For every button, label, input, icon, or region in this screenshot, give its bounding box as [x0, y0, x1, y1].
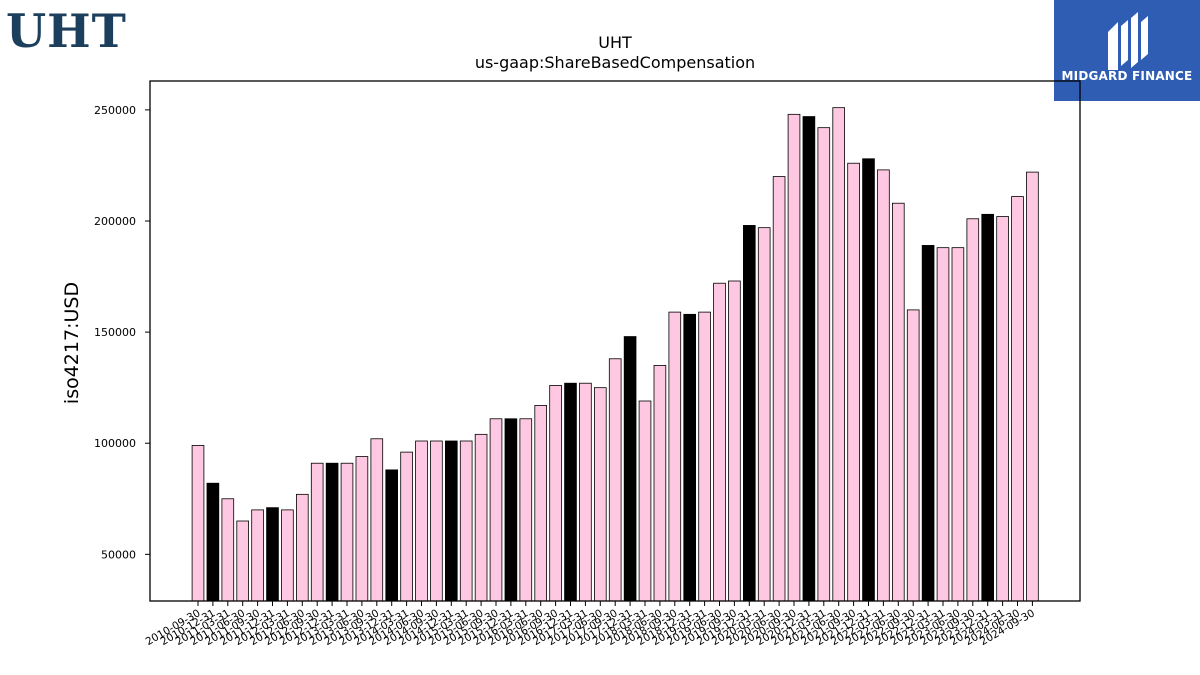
bar [608, 358, 622, 602]
bar [430, 440, 443, 602]
y-tick-label: 150000 [94, 326, 136, 339]
midgard-logo-icon [1108, 12, 1148, 70]
bar [549, 385, 562, 602]
bar [921, 245, 935, 602]
bar [638, 400, 652, 602]
bar [221, 498, 235, 602]
x-axis-ticks: 2010-09-302010-12-312011-03-312011-06-30… [144, 601, 1037, 648]
bar [459, 440, 473, 602]
bar [474, 433, 488, 602]
bar [400, 451, 413, 602]
y-tick-label: 200000 [94, 215, 136, 228]
bar [653, 365, 667, 602]
bar [728, 280, 741, 602]
bar [489, 418, 503, 602]
bar [266, 507, 279, 602]
bar [683, 313, 696, 602]
y-tick-label: 100000 [94, 437, 136, 450]
bar [370, 438, 384, 602]
bar [1011, 196, 1024, 602]
bar [802, 116, 816, 602]
bar [206, 482, 220, 602]
y-tick-label: 50000 [101, 548, 136, 561]
bar [906, 309, 920, 602]
bar [534, 405, 547, 602]
bar [772, 176, 786, 602]
y-axis-ticks: 50000 100000 150000 200000 250000 [94, 104, 150, 561]
midgard-logo-text: MIDGARD FINANCE [1061, 69, 1193, 83]
bar [281, 509, 294, 602]
bar [877, 169, 890, 602]
bar [757, 227, 771, 602]
bar [564, 382, 577, 602]
bar [295, 493, 309, 602]
bar [698, 311, 711, 602]
bar [951, 247, 965, 602]
bar [415, 440, 428, 602]
bar [504, 418, 518, 602]
chart-title: UHT [598, 33, 632, 52]
bar [519, 418, 533, 602]
bar [936, 247, 950, 602]
bar [236, 520, 250, 602]
bar [191, 445, 205, 602]
bar [787, 113, 801, 602]
bar [966, 218, 980, 602]
bar [623, 336, 637, 602]
bar [594, 387, 607, 602]
y-axis-label: iso4217:USD [61, 282, 83, 404]
bar [444, 440, 458, 602]
midgard-finance-logo: MIDGARD FINANCE [1054, 0, 1200, 101]
bar [996, 216, 1009, 602]
bar [668, 311, 682, 602]
bar [355, 456, 369, 602]
bar [981, 213, 994, 602]
bar [310, 462, 324, 602]
uht-logo: UHT [6, 4, 127, 58]
bar [817, 127, 831, 602]
bar [743, 225, 756, 602]
bar [847, 162, 860, 602]
bar-series [191, 107, 1039, 602]
bar [862, 158, 875, 602]
bar [1026, 171, 1039, 602]
bar [325, 462, 339, 602]
bar [385, 469, 398, 602]
chart-subtitle: us-gaap:ShareBasedCompensation [475, 53, 755, 72]
bar [251, 509, 264, 602]
bar [832, 107, 845, 602]
plot-frame [149, 80, 1081, 602]
bar [340, 462, 354, 602]
bar [892, 202, 905, 602]
y-tick-label: 250000 [94, 104, 136, 117]
bar [579, 382, 592, 602]
bar [713, 282, 726, 602]
